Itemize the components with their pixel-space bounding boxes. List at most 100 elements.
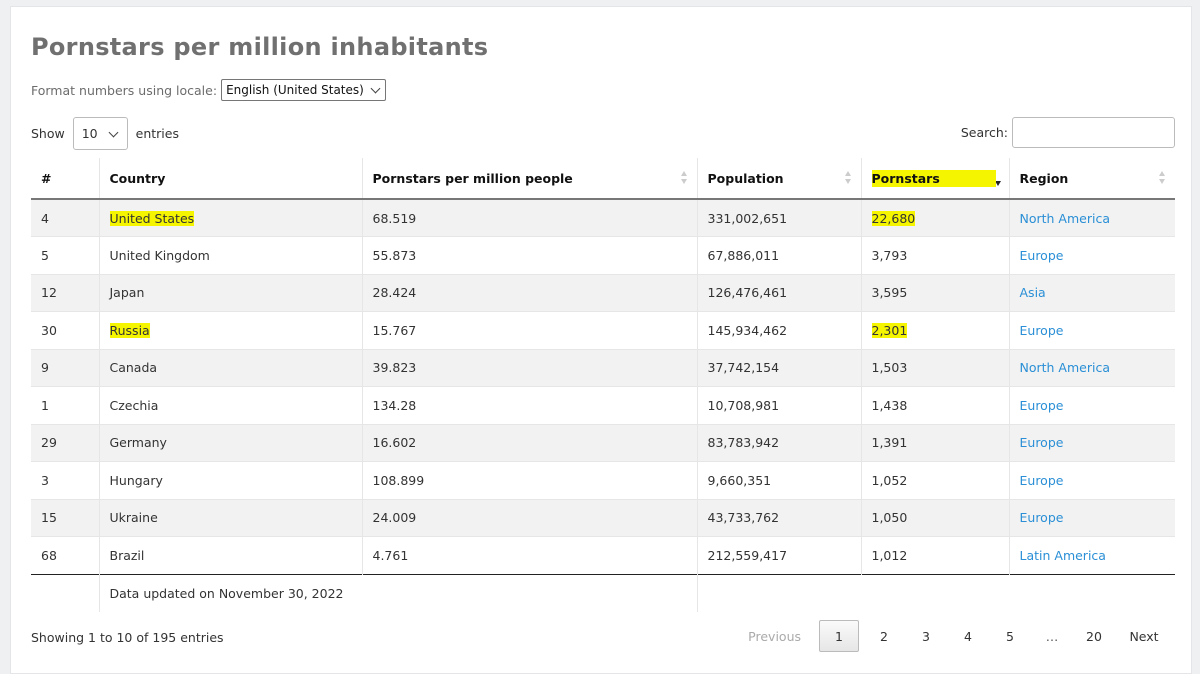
cell-per-million: 15.767	[361, 311, 697, 349]
page-button-2[interactable]: 2	[880, 628, 888, 644]
table-row: 29 Germany 16.602 83,783,942 1,391 Europ…	[31, 423, 1175, 462]
cell-pornstars: 2,301	[860, 311, 1009, 349]
cell-region: Europe	[1008, 386, 1175, 424]
region-link[interactable]: Europe	[1019, 435, 1064, 451]
cell-region: North America	[1008, 348, 1175, 387]
table-row: 4 United States 68.519 331,002,651 22,68…	[31, 199, 1175, 237]
table-row: 5 United Kingdom 55.873 67,886,011 3,793…	[31, 236, 1175, 274]
cell-pornstars: 1,391	[860, 423, 1009, 462]
cell-country: Ukraine	[98, 498, 362, 537]
page-button-1[interactable]: 1	[819, 620, 859, 652]
cell-per-million: 39.823	[361, 348, 697, 387]
pagination-ellipsis: …	[1045, 628, 1059, 644]
cell-pornstars: 1,012	[860, 536, 1009, 574]
chevron-down-icon	[370, 83, 381, 94]
cell-population: 43,733,762	[696, 498, 861, 537]
cell-per-million: 28.424	[361, 273, 697, 312]
table-row: 9 Canada 39.823 37,742,154 1,503 North A…	[31, 348, 1175, 387]
cell-region: Europe	[1008, 461, 1175, 499]
table-row: 15 Ukraine 24.009 43,733,762 1,050 Europ…	[31, 498, 1175, 537]
column-header-pornstars[interactable]: Pornstars	[860, 158, 1009, 200]
cell-rank: 29	[31, 423, 99, 462]
cell-population: 67,886,011	[696, 236, 861, 274]
cell-region: Latin America	[1008, 536, 1175, 574]
highlighted-pornstars: 22,680	[871, 210, 916, 226]
cell-pornstars: 1,052	[860, 461, 1009, 499]
cell-population: 126,476,461	[696, 273, 861, 312]
sort-icon	[844, 171, 853, 185]
cell-country: Japan	[98, 273, 362, 312]
footer-cell-empty	[31, 573, 99, 612]
sort-icon	[1159, 171, 1167, 185]
show-label: Show	[31, 126, 65, 141]
cell-rank: 4	[31, 199, 99, 237]
data-table: # Country Pornstars per million people P…	[31, 158, 1175, 612]
highlighted-country: Russia	[109, 322, 150, 338]
cell-population: 145,934,462	[696, 311, 861, 349]
cell-region: Europe	[1008, 423, 1175, 462]
cell-per-million: 134.28	[361, 386, 697, 424]
entries-label: entries	[135, 126, 179, 141]
region-link[interactable]: Asia	[1019, 285, 1046, 301]
cell-population: 212,559,417	[696, 536, 861, 574]
next-page-button[interactable]: Next	[1129, 628, 1159, 644]
table-footer-row: Data updated on November 30, 2022	[31, 573, 1175, 612]
highlighted-country: United States	[109, 210, 195, 226]
region-link[interactable]: Latin America	[1019, 547, 1106, 563]
region-link[interactable]: North America	[1019, 210, 1111, 226]
page-button-3[interactable]: 3	[922, 628, 930, 644]
column-header-population[interactable]: Population	[696, 158, 861, 200]
cell-region: Asia	[1008, 273, 1175, 312]
column-header-country[interactable]: Country	[98, 158, 362, 200]
search-label: Search:	[960, 125, 1008, 140]
page-button-4[interactable]: 4	[964, 628, 972, 644]
cell-population: 83,783,942	[696, 423, 861, 462]
cell-pornstars: 22,680	[860, 199, 1009, 237]
cell-per-million: 55.873	[361, 236, 697, 274]
cell-region: Europe	[1008, 311, 1175, 349]
cell-rank: 68	[31, 536, 99, 574]
cell-rank: 15	[31, 498, 99, 537]
table-row: 68 Brazil 4.761 212,559,417 1,012 Latin …	[31, 536, 1175, 574]
previous-page-button[interactable]: Previous	[748, 628, 801, 644]
page-button-last[interactable]: 20	[1086, 628, 1102, 644]
table-row: 1 Czechia 134.28 10,708,981 1,438 Europe	[31, 386, 1175, 424]
column-header-rank[interactable]: #	[31, 158, 99, 200]
page-button-5[interactable]: 5	[1006, 628, 1014, 644]
region-link[interactable]: Europe	[1019, 322, 1064, 338]
region-link[interactable]: Europe	[1019, 510, 1064, 526]
entries-select-value: 10	[81, 126, 98, 141]
cell-country: Czechia	[98, 386, 362, 424]
region-link[interactable]: North America	[1019, 360, 1111, 376]
cell-per-million: 24.009	[361, 498, 697, 537]
locale-select[interactable]: English (United States)	[221, 79, 386, 101]
locale-row: Format numbers using locale: English (Un…	[31, 79, 386, 101]
table-row: 3 Hungary 108.899 9,660,351 1,052 Europe	[31, 461, 1175, 499]
content-panel: Pornstars per million inhabitants Format…	[10, 6, 1192, 674]
page-title: Pornstars per million inhabitants	[31, 33, 489, 61]
region-link[interactable]: Europe	[1019, 472, 1064, 488]
cell-population: 37,742,154	[696, 348, 861, 387]
cell-region: Europe	[1008, 236, 1175, 274]
length-control: Show 10 entries	[31, 117, 179, 150]
table-row: 30 Russia 15.767 145,934,462 2,301 Europ…	[31, 311, 1175, 349]
cell-country: United States	[98, 199, 362, 237]
table-header-row: # Country Pornstars per million people P…	[31, 158, 1175, 200]
region-link[interactable]: Europe	[1019, 397, 1064, 413]
cell-rank: 9	[31, 348, 99, 387]
cell-rank: 5	[31, 236, 99, 274]
column-header-region[interactable]: Region	[1008, 158, 1175, 200]
chevron-down-icon	[108, 127, 119, 137]
cell-population: 331,002,651	[696, 199, 861, 237]
cell-rank: 1	[31, 386, 99, 424]
cell-population: 9,660,351	[696, 461, 861, 499]
search-control: Search:	[961, 117, 1175, 148]
cell-per-million: 4.761	[361, 536, 697, 574]
entries-select[interactable]: 10	[72, 117, 128, 150]
cell-country: Russia	[98, 311, 362, 349]
column-header-per-million[interactable]: Pornstars per million people	[361, 158, 697, 200]
region-link[interactable]: Europe	[1019, 247, 1064, 263]
cell-country: Canada	[98, 348, 362, 387]
search-input[interactable]	[1012, 117, 1175, 148]
cell-region: Europe	[1008, 498, 1175, 537]
